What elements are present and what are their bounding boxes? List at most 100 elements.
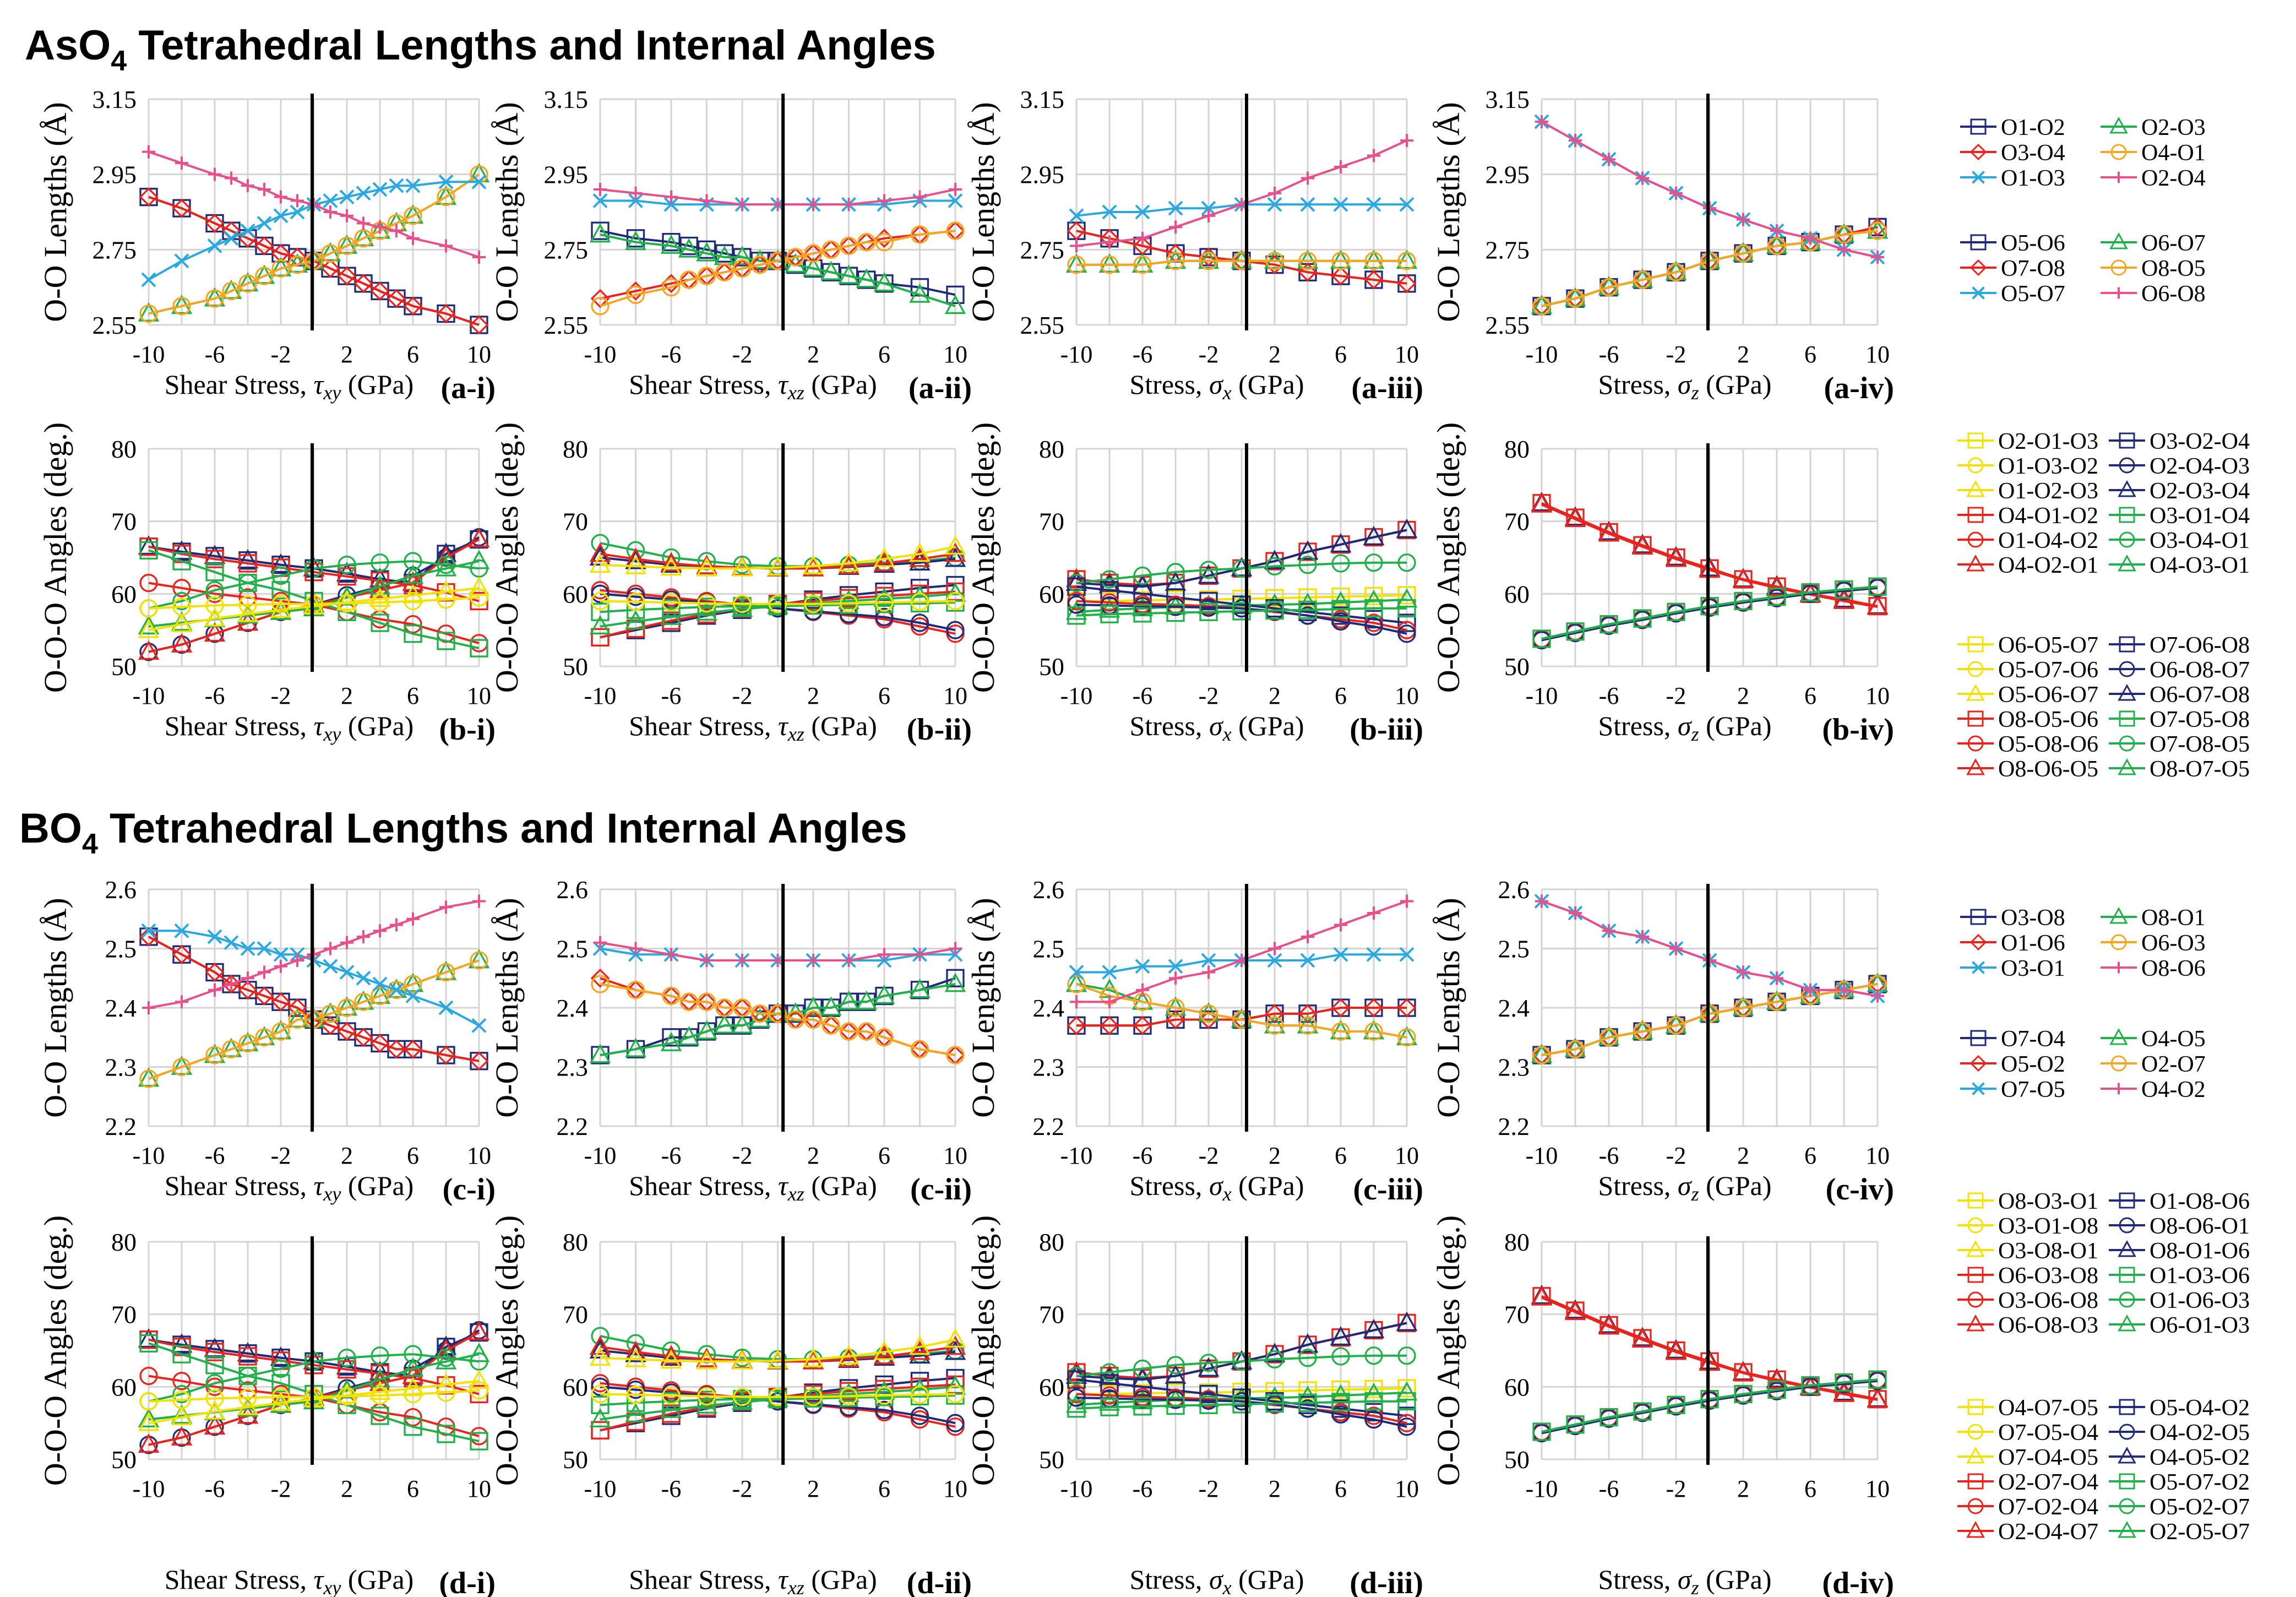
data-point xyxy=(139,541,158,560)
chart-b-iv: 50 60 70 80 -10 -6 -2 2 6 10 O-O-O Angles (deg.) St… xyxy=(1430,422,1894,747)
y-tick-label: 2.4 xyxy=(105,994,137,1022)
x-tick-label: -6 xyxy=(1599,1475,1619,1502)
data-point xyxy=(207,238,222,253)
y-tick-label: 50 xyxy=(1039,653,1064,681)
y-axis-label: O-O-O Angles (deg.) xyxy=(37,1215,73,1486)
y-tick-label: 2.5 xyxy=(1033,935,1065,963)
legend-label: O6-O7-O8 xyxy=(2150,682,2250,708)
legend-item: O8-O1 xyxy=(2101,905,2206,931)
x-tick-label: -2 xyxy=(271,1475,291,1502)
legend-item: O7-O8 xyxy=(1960,256,2065,281)
data-point xyxy=(138,535,160,555)
data-point xyxy=(174,253,189,269)
legend-label: O2-O5-O7 xyxy=(2150,1519,2250,1545)
x-tick-label: -2 xyxy=(732,1475,753,1502)
y-tick-label: 2.75 xyxy=(544,236,589,264)
data-point xyxy=(337,266,357,286)
data-point xyxy=(205,563,224,582)
panel-tag: (b-iv) xyxy=(1822,713,1894,747)
legend-d2: O4-O7-O5 O5-O4-O2 O7-O5-O4 O4-O2-O5 O7-O4-O5… xyxy=(1957,1395,2250,1545)
data-point xyxy=(225,171,238,185)
legend-d1: O8-O3-O1 O1-O8-O6 O3-O1-O8 O8-O6-O1 O3-O8-O1… xyxy=(1957,1189,2250,1338)
x-tick-label: 6 xyxy=(1804,1142,1816,1169)
data-point xyxy=(356,970,371,986)
y-tick-label: 3.15 xyxy=(1486,85,1530,113)
x-tick-label: -10 xyxy=(584,341,617,368)
x-tick-label: -2 xyxy=(732,682,753,709)
x-axis-label: Shear Stress, τxy (GPa) xyxy=(165,1564,414,1597)
data-point xyxy=(290,204,305,220)
data-point xyxy=(270,553,292,573)
data-point xyxy=(1301,171,1314,185)
x-tick-label: 10 xyxy=(467,682,491,709)
legend-c1: O3-O8 O8-O1 O1-O6 O6-O3 O3-O1 O8-O6 xyxy=(1960,905,2206,981)
legend-label: O1-O8-O6 xyxy=(2150,1189,2250,1214)
chart-c-i: 2.2 2.3 2.4 2.5 2.6 -10 -6 -2 2 6 10 O-O Lengths (Å… xyxy=(37,876,496,1207)
x-tick-label: 2 xyxy=(341,1142,353,1169)
data-point xyxy=(1366,197,1381,212)
data-point xyxy=(1331,252,1350,270)
x-tick-label: 6 xyxy=(878,1142,890,1169)
data-point xyxy=(714,1014,736,1034)
data-point xyxy=(238,595,257,614)
data-point xyxy=(1098,253,1120,273)
data-point xyxy=(390,224,403,238)
x-axis-label: Shear Stress, τxy (GPa) xyxy=(165,710,414,745)
legend-b2: O6-O5-O7 O7-O6-O8 O5-O7-O6 O6-O8-O7 O5-O6-O7… xyxy=(1957,633,2250,782)
legend-label: O4-O5 xyxy=(2141,1026,2206,1052)
x-tick-label: 10 xyxy=(943,1475,967,1502)
x-tick-label: 6 xyxy=(1335,341,1347,368)
data-point xyxy=(204,622,226,642)
legend-label: O7-O8-O5 xyxy=(2150,732,2250,757)
data-point xyxy=(1264,249,1286,269)
data-point xyxy=(1602,153,1615,166)
legend-label: O3-O2-O4 xyxy=(2150,429,2250,454)
y-tick-label: 60 xyxy=(111,580,137,608)
data-point xyxy=(390,918,403,932)
data-point xyxy=(472,894,486,908)
data-point xyxy=(274,190,287,204)
x-tick-label: 6 xyxy=(1335,1142,1347,1169)
legend-item: O8-O3-O1 xyxy=(1957,1189,2098,1214)
legend-marker xyxy=(2113,171,2125,183)
data-point xyxy=(224,935,239,950)
data-point xyxy=(258,965,271,979)
panel-tag: (d-i) xyxy=(439,1566,496,1597)
legend-label: O6-O7 xyxy=(2141,231,2206,256)
data-point xyxy=(1198,249,1220,269)
y-tick-label: 80 xyxy=(1504,435,1530,463)
x-tick-label: -10 xyxy=(1526,1142,1558,1169)
x-tick-label: -2 xyxy=(271,1142,291,1169)
data-point xyxy=(1399,197,1414,212)
legend-item: O3-O1-O4 xyxy=(2109,503,2250,529)
x-tick-label: 10 xyxy=(1395,1475,1419,1502)
data-point xyxy=(625,230,646,251)
data-point xyxy=(439,239,453,253)
data-point xyxy=(1100,256,1119,274)
data-point xyxy=(291,194,304,208)
data-point xyxy=(662,278,681,297)
data-point xyxy=(237,549,259,569)
data-point xyxy=(628,193,643,208)
legend-item: O1-O4-O2 xyxy=(1957,528,2098,553)
data-point xyxy=(321,244,340,263)
legend-label: O5-O4-O2 xyxy=(2150,1395,2250,1421)
legend-label: O8-O6-O5 xyxy=(1998,757,2098,782)
data-point xyxy=(1867,219,1889,239)
data-point xyxy=(1364,252,1383,270)
x-tick-label: -6 xyxy=(205,341,225,368)
legend-label: O8-O5 xyxy=(2141,256,2206,281)
legend-label: O5-O7-O6 xyxy=(1998,658,2098,683)
legend-item: O4-O3-O1 xyxy=(2109,553,2250,578)
x-tick-label: -2 xyxy=(1199,341,1219,368)
x-tick-label: -2 xyxy=(1199,1475,1219,1502)
chart-d-iii: 50 60 70 80 -10 -6 -2 2 6 10 O-O-O Angles (deg.) St… xyxy=(965,1215,1423,1597)
y-axis-label: O-O-O Angles (deg.) xyxy=(37,422,73,693)
data-point xyxy=(205,214,225,233)
legend-label: O2-O3 xyxy=(2141,115,2206,140)
legend-item: O2-O4-O7 xyxy=(1957,1519,2098,1545)
data-point xyxy=(873,272,895,292)
y-axis-label: O-O Lengths (Å) xyxy=(965,102,1001,322)
legend-item: O7-O6-O8 xyxy=(2109,633,2250,658)
data-point xyxy=(323,959,338,974)
